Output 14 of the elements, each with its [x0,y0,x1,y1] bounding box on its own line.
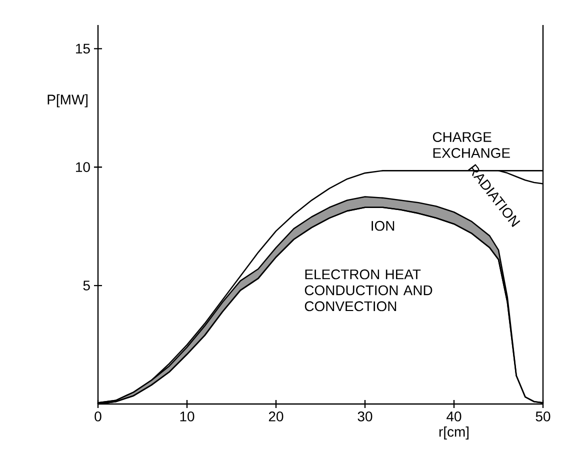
x-tick-label: 10 [180,412,194,422]
x-tick-label: 20 [268,412,284,422]
x-tick-label: 30 [358,412,372,422]
annotation: CHARGE EXCHANGE [432,132,510,158]
x-tick-label: 50 [536,412,550,422]
y-tick-label: 5 [83,280,90,290]
x-tick-label: 40 [446,412,462,422]
y-tick-label: 10 [76,162,90,172]
y-tick-label: 15 [76,44,90,54]
annotation: ELECTRON HEAT CONDUCTION AND CONVECTION [304,269,432,312]
y-axis-title: P[MW] [48,94,88,108]
x-axis-title: r[cm] [439,426,468,440]
x-tick-label: 0 [94,412,102,422]
annotation: ION [372,220,394,231]
